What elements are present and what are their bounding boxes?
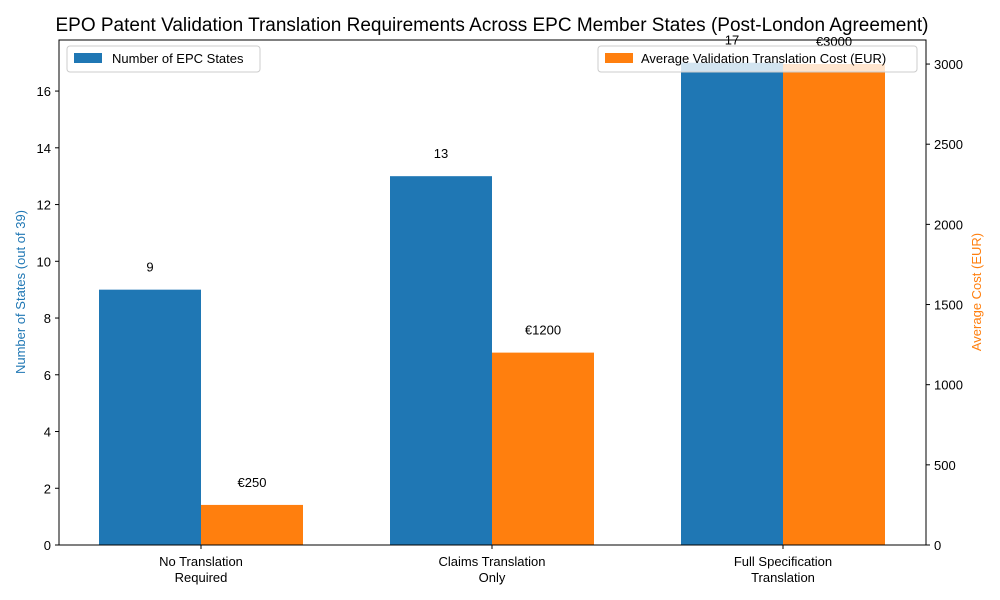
right-tick-label: 3000 (934, 57, 963, 72)
right-tick-label: 1500 (934, 298, 963, 313)
left-tick-label: 12 (37, 198, 51, 213)
legend-swatch-cost (605, 53, 633, 63)
bar-label-cost-0: €250 (238, 475, 267, 490)
left-tick-label: 0 (44, 538, 51, 553)
bar-cost-2 (783, 64, 885, 546)
bar-states-1 (390, 176, 492, 545)
left-tick-label: 6 (44, 368, 51, 383)
right-tick-label: 0 (934, 538, 941, 553)
bar-label-cost-1: €1200 (525, 323, 561, 338)
bar-states-2 (681, 62, 783, 546)
bar-states-0 (99, 289, 201, 545)
right-tick-label: 2500 (934, 137, 963, 152)
left-tick-label: 14 (37, 141, 51, 156)
x-tick-label: Required (175, 570, 228, 585)
left-y-axis-ticks: 0 2 4 6 8 10 12 14 16 (37, 84, 59, 553)
x-tick-label: Only (479, 570, 506, 585)
left-tick-label: 10 (37, 254, 51, 269)
x-tick-label: Translation (751, 570, 815, 585)
bar-label-cost-2: €3000 (816, 34, 852, 49)
left-tick-label: 8 (44, 311, 51, 326)
bar-label-states-0: 9 (146, 260, 153, 275)
bar-label-states-1: 13 (434, 146, 448, 161)
x-tick-label: Full Specification (734, 554, 832, 569)
bars-group (99, 62, 885, 546)
legend-label-states: Number of EPC States (112, 51, 244, 66)
left-y-axis-label: Number of States (out of 39) (13, 210, 28, 374)
left-tick-label: 2 (44, 481, 51, 496)
bar-cost-1 (492, 352, 594, 545)
right-y-axis-label: Average Cost (EUR) (969, 233, 984, 351)
left-tick-label: 4 (44, 425, 51, 440)
legend-right: Average Validation Translation Cost (EUR… (597, 45, 918, 73)
legend-swatch-states (74, 53, 102, 63)
left-tick-label: 16 (37, 84, 51, 99)
bar-cost-0 (201, 504, 303, 545)
x-tick-label: No Translation (159, 554, 243, 569)
right-tick-label: 500 (934, 458, 956, 473)
x-tick-label: Claims Translation (439, 554, 546, 569)
legend-label-cost: Average Validation Translation Cost (EUR… (641, 51, 886, 66)
legend-left: Number of EPC States (66, 45, 261, 73)
chart-title: EPO Patent Validation Translation Requir… (55, 15, 928, 36)
right-y-axis-ticks: 0 500 1000 1500 2000 2500 3000 (926, 57, 963, 553)
right-tick-label: 2000 (934, 217, 963, 232)
right-tick-label: 1000 (934, 378, 963, 393)
